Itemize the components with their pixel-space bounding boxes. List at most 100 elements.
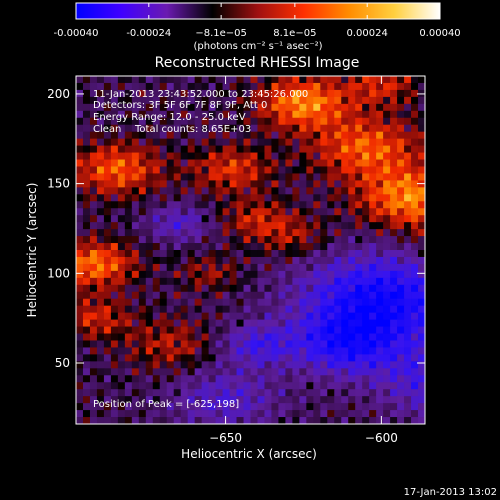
heatmap-cell [376,284,384,293]
heatmap-cell [397,117,405,126]
heatmap-cell [355,382,363,390]
heatmap-cell [187,291,196,300]
heatmap-cell [334,138,342,146]
heatmap-cell [376,103,384,112]
heatmap-cell [250,263,258,272]
heatmap-cell [250,76,258,84]
heatmap-cell [96,417,105,424]
heatmap-cell [152,347,161,355]
heatmap-cell [194,145,203,153]
heatmap-cell [397,403,405,411]
heatmap-cell [76,138,84,146]
heatmap-cell [271,284,279,293]
heatmap-cell [334,229,342,237]
heatmap-cell [257,410,265,418]
heatmap-cell [166,138,175,146]
heatmap-cell [418,117,425,126]
heatmap-cell [194,389,203,397]
heatmap-cell [76,187,84,195]
heatmap-cell [404,215,412,223]
heatmap-cell [327,159,335,167]
heatmap-cell [110,222,119,230]
heatmap-cell [271,173,279,181]
heatmap-cell [82,236,91,244]
heatmap-cell [152,319,161,327]
heatmap-cell [229,298,237,307]
heatmap-cell [250,236,258,244]
heatmap-cell [110,389,119,397]
heatmap-cell [327,347,335,355]
heatmap-cell [278,222,286,230]
heatmap-cell [117,103,126,112]
heatmap-cell [117,256,126,265]
heatmap-cell [292,396,300,404]
heatmap-cell [313,96,321,105]
heatmap-cell [271,410,279,418]
heatmap-cell [299,166,307,174]
heatmap-cell [257,361,265,369]
heatmap-cell [76,305,84,314]
heatmap-cell [362,117,370,126]
heatmap-cell [327,131,335,140]
heatmap-cell [397,89,405,98]
heatmap-cell [292,340,300,348]
heatmap-cell [390,375,398,383]
heatmap-cell [96,201,105,209]
heatmap-cell [222,410,230,418]
heatmap-cell [103,354,112,362]
heatmap-cell [96,82,105,91]
heatmap-cell [355,201,363,209]
heatmap-cell [89,277,98,286]
heatmap-cell [334,305,342,314]
heatmap-cell [201,82,210,91]
heatmap-cell [264,256,272,265]
heatmap-cell [362,138,370,146]
heatmap-cell [369,326,377,334]
heatmap-cell [369,361,377,369]
heatmap-cell [334,417,342,424]
heatmap-cell [89,270,98,279]
heatmap-cell [376,194,384,202]
heatmap-cell [264,361,272,369]
heatmap-cell [117,368,126,376]
heatmap-cell [278,103,286,112]
heatmap-cell [215,82,223,91]
heatmap-cell [82,173,91,181]
heatmap-cell [257,152,265,160]
heatmap-cell [264,410,272,418]
heatmap-cell [355,389,363,397]
heatmap-cell [264,368,272,376]
heatmap-cell [383,326,391,334]
heatmap-cell [369,256,377,265]
heatmap-cell [250,326,258,334]
heatmap-cell [180,138,189,146]
heatmap-cell [418,298,425,307]
heatmap-cell [131,250,140,258]
heatmap-cell [306,417,314,424]
heatmap-cell [229,152,237,160]
heatmap-cell [264,152,272,160]
heatmap-cell [82,417,91,424]
heatmap-cell [306,180,314,188]
heatmap-cell [404,96,412,105]
heatmap-cell [285,82,293,91]
heatmap-cell [278,152,286,160]
heatmap-cell [418,354,425,362]
heatmap-cell [138,131,147,140]
heatmap-cell [187,103,196,112]
heatmap-cell [306,354,314,362]
heatmap-cell [145,319,154,327]
heatmap-cell [348,131,356,140]
heatmap-cell [411,319,419,327]
heatmap-cell [159,382,168,390]
heatmap-cell [369,298,377,307]
heatmap-cell [180,236,189,244]
heatmap-cell [194,166,203,174]
heatmap-cell [390,96,398,105]
heatmap-cell [376,124,384,133]
x-tick-label: −600 [365,431,398,445]
heatmap-cell [152,229,161,237]
heatmap-cell [404,194,412,202]
heatmap-cell [376,215,384,223]
heatmap-cell [138,340,147,348]
